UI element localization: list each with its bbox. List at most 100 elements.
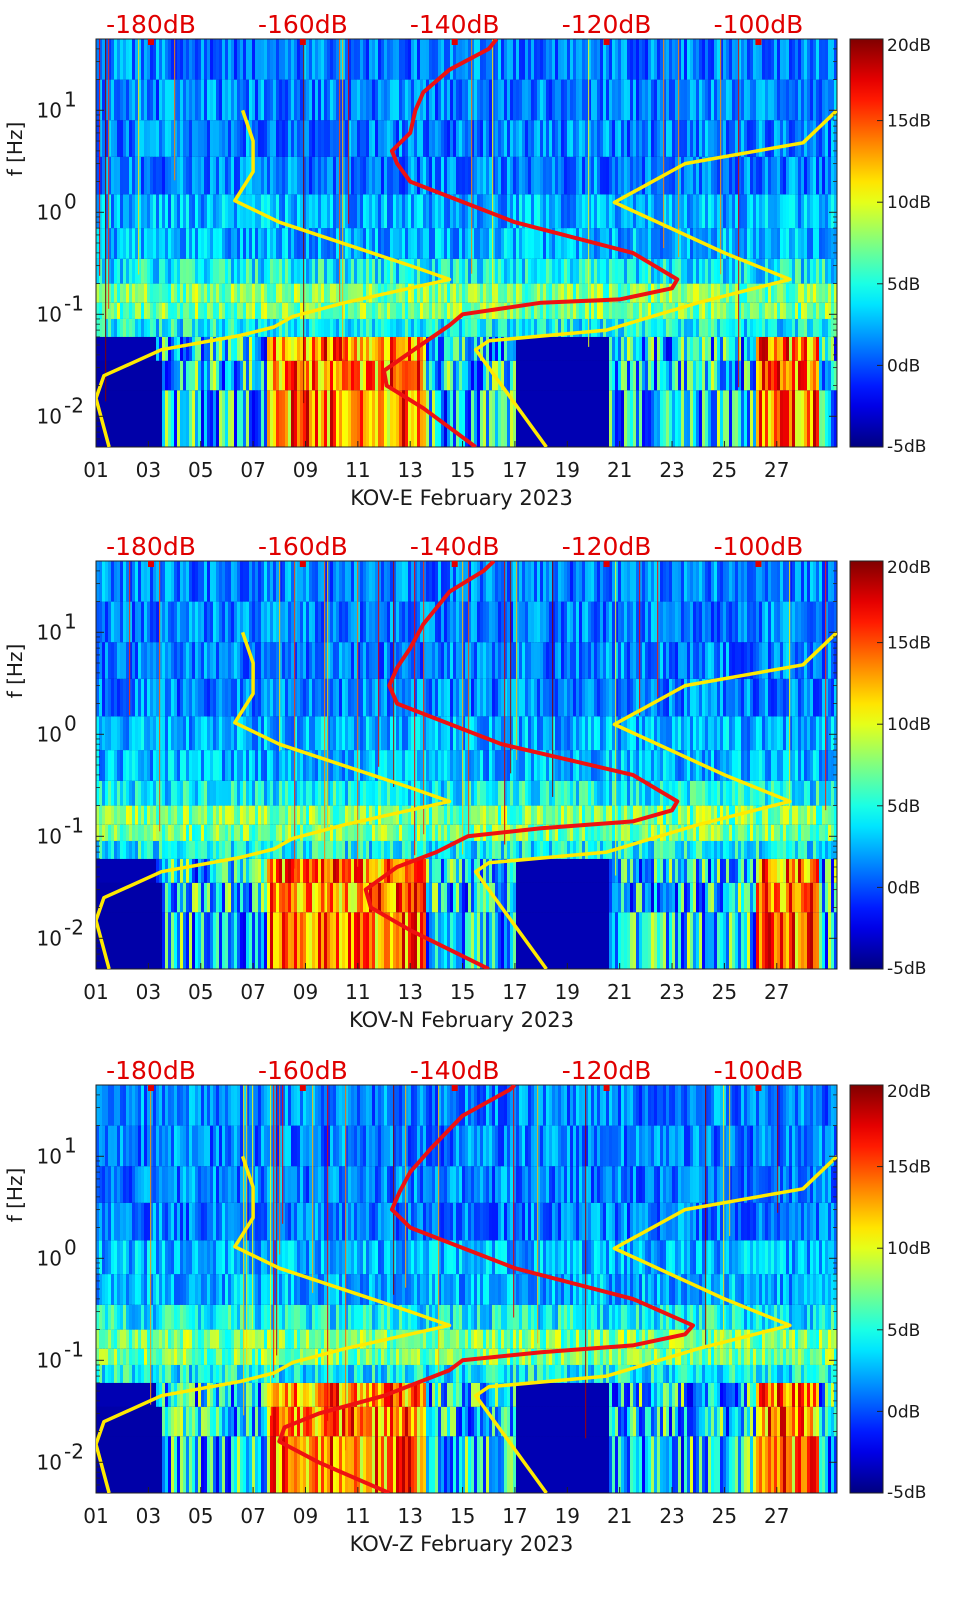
x-tick-label: 27 — [764, 458, 789, 482]
x-tick-label: 25 — [712, 458, 737, 482]
x-tick-label: 09 — [293, 1504, 318, 1528]
spectrogram-kov-n — [96, 561, 837, 969]
top-axis-label: -140dB — [410, 1056, 500, 1085]
panel-kov-n: 01 03 05 07 09 11 13 15 17 19 21 23 25 27-180dB -160dB… — [3, 532, 931, 1032]
spectrogram-kov-z — [96, 1085, 837, 1493]
colorbar-tick-label: -5dB — [887, 1483, 926, 1503]
y-tick-label: 10 — [37, 200, 62, 224]
colorbar-tick-label: 15dB — [887, 112, 931, 132]
top-axis-label: -100dB — [714, 1056, 804, 1085]
y-tick-exponent: 1 — [64, 1133, 77, 1157]
top-axis-tick — [451, 1085, 458, 1091]
top-axis-tick — [755, 561, 762, 567]
colorbar-tick-label: 20dB — [887, 558, 931, 578]
top-axis-tick — [603, 1085, 610, 1091]
y-tick-exponent: -1 — [64, 813, 84, 837]
panel-title: KOV-N February 2023 — [349, 1008, 574, 1032]
y-tick-exponent: -1 — [64, 291, 84, 315]
series-red-model — [277, 1085, 695, 1493]
x-tick-label: 17 — [502, 1504, 527, 1528]
panel-title: KOV-E February 2023 — [350, 486, 573, 510]
y-axis-label: f [Hz] — [3, 644, 27, 699]
series-red-model — [363, 561, 680, 969]
x-tick-label: 01 — [83, 458, 108, 482]
colorbar-tick-label: 5dB — [887, 1321, 920, 1341]
colorbar-tick-label: 15dB — [887, 634, 931, 654]
colorbar-tick-label: 10dB — [887, 1239, 931, 1259]
top-axis-tick — [451, 561, 458, 567]
top-axis-tick — [147, 561, 154, 567]
series-yellow-right — [473, 109, 837, 447]
y-tick-label: 10 — [37, 926, 62, 950]
colorbar-tick-label: 20dB — [887, 36, 931, 56]
y-tick-exponent: 0 — [64, 189, 77, 213]
colorbar-tick-label: 10dB — [887, 193, 931, 213]
top-axis-tick — [755, 1085, 762, 1091]
x-tick-label: 11 — [345, 1504, 370, 1528]
y-tick-label: 10 — [37, 620, 62, 644]
x-tick-label: 27 — [764, 1504, 789, 1528]
y-tick-label: 10 — [37, 1348, 62, 1372]
series-yellow-left — [96, 631, 452, 969]
top-axis-tick — [603, 39, 610, 45]
spectrogram-kov-e — [96, 39, 837, 447]
y-tick-exponent: -2 — [64, 393, 84, 417]
colorbar-tick-label: 5dB — [887, 275, 920, 295]
colorbar-tick-label: 0dB — [887, 356, 920, 376]
colorbar — [849, 38, 884, 448]
y-tick-exponent: -2 — [64, 1439, 84, 1463]
top-axis-label: -120dB — [562, 1056, 652, 1085]
top-axis-label: -180dB — [106, 532, 196, 561]
x-tick-label: 27 — [764, 980, 789, 1004]
colorbar-tick-label: -5dB — [887, 437, 926, 457]
colorbar-tick-label: -5dB — [887, 959, 926, 979]
top-axis-label: -120dB — [562, 10, 652, 39]
y-tick-label: 10 — [37, 1144, 62, 1168]
x-tick-label: 15 — [450, 1504, 475, 1528]
top-axis-label: -120dB — [562, 532, 652, 561]
y-tick-label: 10 — [37, 98, 62, 122]
top-axis-tick — [451, 39, 458, 45]
x-tick-label: 23 — [659, 458, 684, 482]
x-tick-label: 01 — [83, 980, 108, 1004]
y-axis-label: f [Hz] — [3, 1168, 27, 1223]
colorbar — [849, 1084, 884, 1494]
y-tick-exponent: -1 — [64, 1337, 84, 1361]
x-tick-label: 11 — [345, 458, 370, 482]
series-red-model — [382, 39, 680, 447]
x-tick-label: 03 — [136, 980, 161, 1004]
colorbar-tick-label: 20dB — [887, 1082, 931, 1102]
x-tick-label: 03 — [136, 458, 161, 482]
y-tick-exponent: 0 — [64, 1235, 77, 1259]
x-tick-label: 15 — [450, 980, 475, 1004]
colorbar-tick-label: 5dB — [887, 797, 920, 817]
top-axis-tick — [603, 561, 610, 567]
x-tick-label: 21 — [607, 980, 632, 1004]
x-tick-label: 07 — [240, 980, 265, 1004]
x-tick-label: 01 — [83, 1504, 108, 1528]
y-tick-exponent: 1 — [64, 609, 77, 633]
x-tick-label: 13 — [397, 980, 422, 1004]
y-tick-label: 10 — [37, 824, 62, 848]
y-tick-label: 10 — [37, 1246, 62, 1270]
x-tick-label: 07 — [240, 1504, 265, 1528]
y-tick-label: 10 — [37, 302, 62, 326]
x-tick-label: 13 — [397, 458, 422, 482]
top-axis-label: -140dB — [410, 10, 500, 39]
panel-kov-z: 01 03 05 07 09 11 13 15 17 19 21 23 25 27-180dB -160dB… — [3, 1056, 931, 1556]
x-tick-label: 23 — [659, 1504, 684, 1528]
y-tick-exponent: -2 — [64, 915, 84, 939]
colorbar — [849, 560, 884, 970]
top-axis-tick — [299, 561, 306, 567]
y-tick-exponent: 1 — [64, 87, 77, 111]
y-tick-label: 10 — [37, 722, 62, 746]
x-tick-label: 05 — [188, 980, 213, 1004]
x-tick-label: 25 — [712, 980, 737, 1004]
top-axis-label: -180dB — [106, 10, 196, 39]
top-axis-label: -160dB — [258, 532, 348, 561]
x-tick-label: 05 — [188, 1504, 213, 1528]
top-axis-tick — [147, 39, 154, 45]
x-tick-label: 05 — [188, 458, 213, 482]
series-yellow-right — [473, 631, 837, 969]
x-tick-label: 11 — [345, 980, 370, 1004]
